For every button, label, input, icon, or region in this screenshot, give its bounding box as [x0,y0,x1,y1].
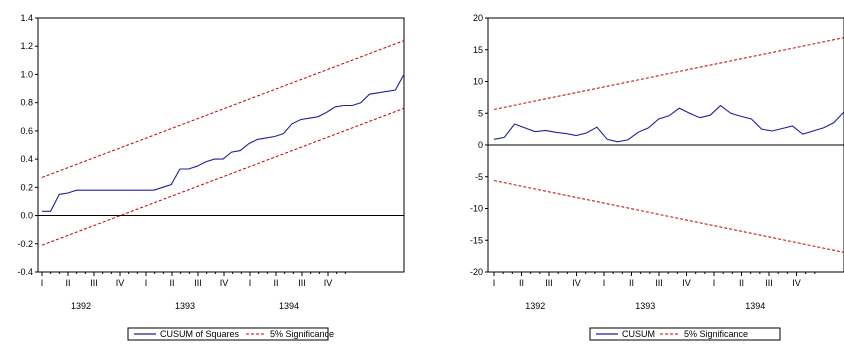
x-quarter-label: III [90,278,98,288]
x-year-label: 1392 [71,301,91,311]
x-year-label: 1394 [279,301,299,311]
x-quarter-label: I [41,278,44,288]
plot-frame [37,17,405,273]
legend-box [589,327,781,341]
legend-label-main: CUSUM of Squares [160,329,240,339]
y-tick-label: -0.4 [17,267,33,277]
y-tick-label: -15 [470,235,483,245]
x-quarter-label: III [194,278,202,288]
legend-label-significance: 5% Significance [270,329,334,339]
x-quarter-label: II [65,278,70,288]
x-year-label: 1394 [745,301,765,311]
significance-bound-upper [41,40,405,178]
x-quarter-label: II [519,278,524,288]
y-tick-label: 1.4 [20,13,33,23]
legend-box [127,327,329,341]
significance-bound-upper [493,37,844,110]
x-quarter-label: IV [220,278,229,288]
y-tick-label: 15 [473,45,483,55]
x-quarter-label: I [145,278,148,288]
x-year-label: 1393 [175,301,195,311]
x-quarter-label: IV [324,278,333,288]
x-quarter-label: II [169,278,174,288]
y-tick-label: -5 [475,172,483,182]
x-quarter-label: II [629,278,634,288]
x-quarter-label: II [273,278,278,288]
x-quarter-label: III [655,278,663,288]
x-quarter-label: I [713,278,716,288]
x-quarter-label: IV [792,278,801,288]
x-quarter-label: III [298,278,306,288]
y-tick-label: 0.0 [20,211,33,221]
x-quarter-label: I [493,278,496,288]
y-tick-label: 1.0 [20,69,33,79]
legend-label-significance: 5% Significance [684,329,748,339]
series-line-cusum-of-squares [42,74,405,212]
x-quarter-label: III [765,278,773,288]
y-tick-label: 10 [473,77,483,87]
y-tick-label: 1.2 [20,41,33,51]
significance-bound-lower [493,180,844,253]
y-tick-label: 5 [478,108,483,118]
y-tick-label: 0.2 [20,182,33,192]
x-quarter-label: IV [116,278,125,288]
y-tick-label: 0.6 [20,126,33,136]
significance-bound-lower [41,107,405,246]
x-quarter-label: I [603,278,606,288]
series-line-cusum [493,104,844,143]
y-tick-label: 0.8 [20,98,33,108]
x-quarter-label: IV [572,278,581,288]
x-quarter-label: III [545,278,553,288]
y-tick-label: 0.4 [20,154,33,164]
x-year-label: 1392 [525,301,545,311]
y-tick-label: -20 [470,267,483,277]
y-tick-label: -10 [470,204,483,214]
y-tick-label: 0 [478,140,483,150]
chart-1: -0.4-0.20.00.20.40.60.81.01.21.4I II III IV… [17,13,405,341]
legend-label-main: CUSUM [622,329,655,339]
x-quarter-label: I [249,278,252,288]
y-tick-label: -0.2 [17,239,33,249]
x-year-label: 1393 [635,301,655,311]
y-tick-label: 20 [473,13,483,23]
x-quarter-label: IV [682,278,691,288]
x-quarter-label: II [739,278,744,288]
